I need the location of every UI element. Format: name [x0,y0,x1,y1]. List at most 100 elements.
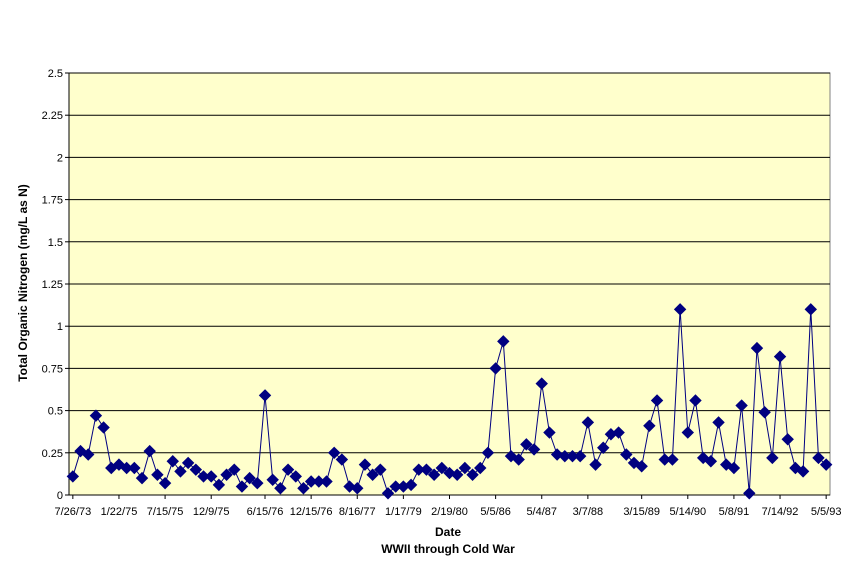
data-point [527,443,541,456]
data-point [135,471,149,485]
data-point [727,461,741,475]
data-point [220,468,233,481]
data-point [358,458,372,471]
x-tick-label: 3/7/88 [573,506,604,518]
data-point [589,458,602,471]
data-point [812,451,825,465]
y-tick-label: 0.5 [48,406,63,418]
data-point [819,458,833,471]
y-tick-label: 1.5 [48,237,63,249]
data-point [635,460,648,473]
data-point [189,463,203,476]
data-point [520,438,533,451]
data-point [620,448,633,461]
data-point [151,468,164,481]
data-point [458,461,472,475]
data-point [643,419,656,432]
chart-subtitle: WWII through Cold War [381,542,515,556]
data-point [366,468,379,481]
y-tick-label: 2.5 [48,68,63,80]
x-tick-label: 5/4/87 [526,506,557,518]
x-tick-label: 7/26/73 [54,506,91,518]
x-tick-label: 12/15/76 [290,506,333,518]
x-tick-label: 5/5/93 [811,506,841,518]
data-point [750,341,764,355]
x-tick-label: 12/9/75 [193,506,230,518]
data-point [543,426,556,439]
data-point [612,426,625,439]
data-point [796,465,810,478]
data-point [573,449,587,463]
data-point [466,468,479,481]
data-point [381,487,395,500]
data-point [289,470,302,483]
data-point [212,478,226,492]
data-point [420,463,433,476]
data-point [474,461,487,475]
data-point [128,461,141,475]
data-point [235,480,249,493]
data-point [689,394,702,407]
data-point [335,453,349,466]
data-point [489,362,502,375]
y-tick-label: 0.75 [42,363,63,375]
y-tick-label: 1.25 [42,279,63,291]
x-tick-label: 1/22/75 [101,506,138,518]
x-axis-label: Date [435,525,461,539]
data-point [97,421,110,434]
data-point [681,426,695,439]
data-point [781,433,794,446]
data-point [204,470,218,483]
data-point [404,478,418,492]
data-point [181,456,195,470]
x-tick-label: 6/15/76 [247,506,284,518]
data-point [435,461,449,475]
y-tick-label: 1 [57,321,63,333]
data-point [281,463,295,476]
data-point [773,350,787,363]
y-tick-label: 2.25 [42,110,63,122]
data-point [228,463,241,476]
x-tick-label: 7/15/75 [147,506,184,518]
data-point [258,389,272,402]
x-tick-label: 7/14/92 [762,506,799,518]
data-point [266,473,279,487]
data-point [673,303,687,316]
x-tick-label: 5/5/86 [480,506,511,518]
y-tick-label: 2 [57,152,63,164]
data-point [320,475,333,488]
gridlines [65,72,830,496]
y-axis-label: Total Organic Nitrogen (mg/L as N) [16,184,30,382]
data-point [481,446,495,460]
data-point [704,455,718,468]
data-point [512,453,525,466]
data-point [650,394,664,407]
data-point [735,399,748,412]
data-point [804,303,817,316]
data-point [581,416,595,429]
data-point [535,377,548,390]
data-point [243,471,256,485]
data-point [297,482,310,495]
x-tick-label: 2/19/80 [431,506,468,518]
y-tick-label: 1.75 [42,195,63,207]
x-tick-label: 5/14/90 [669,506,706,518]
data-point [351,482,364,495]
data-point [174,465,187,478]
data-point [427,468,441,481]
data-point [251,476,264,490]
x-tick-label: 8/16/77 [339,506,376,518]
data-point [450,468,464,481]
y-tick-label: 0.25 [42,448,63,460]
data-point [66,470,80,483]
x-tick-label: 1/17/79 [385,506,422,518]
data-point [497,335,510,348]
data-point [758,406,771,419]
data-point [274,482,287,495]
data-point [143,444,156,458]
data-point [743,487,756,500]
data-point [597,441,610,454]
y-tick-label: 0 [57,490,63,502]
y-tick-labels: 0 0.25 0.5 0.75 1 1.25 1.5 1.75 2 2.25 2.5 [42,68,63,502]
